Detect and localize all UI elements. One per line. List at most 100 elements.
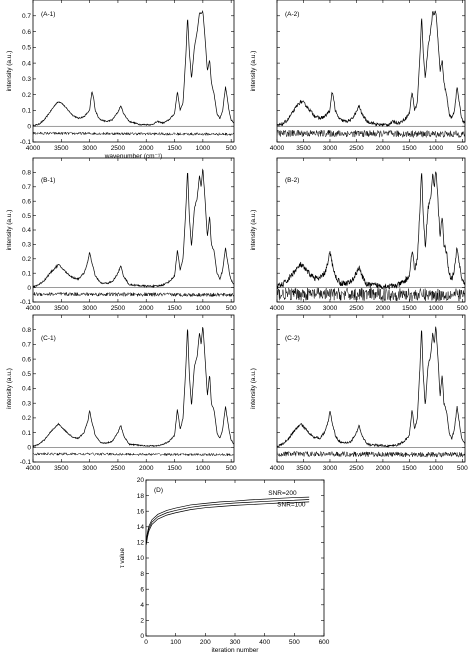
y-tick-label: 0.7 [22, 184, 31, 191]
spectrum-line [277, 326, 465, 449]
y-axis-label: intensity (a.u.) [250, 210, 257, 251]
y-tick-label: 0.7 [22, 342, 31, 349]
panel-label: (C-2) [285, 335, 300, 342]
panel-d: 0 100 200 300 400 500 600 0 2 4 6 8 10 12 14 16 18 20 (D) i… [119, 477, 330, 653]
x-tick-label: 1000 [429, 465, 444, 472]
x-tick-label: 4000 [270, 465, 285, 472]
x-tick-label: 4000 [26, 465, 41, 472]
y-tick-label: 16 [137, 508, 145, 515]
x-tick-label: 100 [170, 639, 181, 646]
y-tick-label: 0.6 [22, 356, 31, 363]
x-tick-label: 2500 [349, 145, 364, 152]
x-tick-label: 1000 [196, 145, 211, 152]
x-tick-label: 4000 [26, 305, 41, 312]
y-tick-label: 0.1 [22, 270, 31, 277]
y-tick-label: 0.6 [22, 198, 31, 205]
x-tick-label: 1500 [402, 305, 417, 312]
y-tick-label: 20 [137, 477, 145, 484]
y-tick-label: 4 [140, 602, 144, 609]
y-axis-label: intensity (a.u.) [6, 368, 13, 409]
y-tick-label: 0.6 [22, 29, 31, 36]
x-tick-label: 1500 [167, 465, 182, 472]
x-tick-label: 400 [259, 639, 270, 646]
y-tick-label: 0.1 [22, 108, 31, 115]
x-tick-label: 3500 [54, 145, 69, 152]
x-tick-label: 500 [226, 305, 237, 312]
y-axis-label: intensity (a.u.) [250, 51, 257, 92]
y-tick-label: 18 [137, 493, 145, 500]
x-tick-label: 2000 [376, 465, 391, 472]
y-axis-label: τ value [119, 548, 126, 568]
y-tick-label: 0.5 [22, 371, 31, 378]
residual-line [33, 291, 234, 298]
y-tick-label: 10 [137, 555, 145, 562]
spectrum-line [33, 168, 234, 289]
y-tick-label: -0.1 [20, 459, 32, 466]
x-tick-label: 2000 [376, 145, 391, 152]
x-tick-label: 200 [200, 639, 211, 646]
x-tick-label: 2000 [139, 145, 154, 152]
y-axis-label: intensity (a.u.) [6, 210, 13, 251]
spectrum-line [33, 327, 234, 448]
x-tick-label: 500 [457, 465, 468, 472]
panel-label: (B-1) [41, 177, 55, 184]
x-tick-label: 2000 [139, 465, 154, 472]
x-tick-label: 3000 [82, 145, 97, 152]
panel-a-2: 4000 3500 3000 2500 2000 1500 1000 500 (A-2) inte… [250, 0, 468, 152]
y-tick-label: -0.1 [20, 139, 32, 146]
y-tick-label: 2 [140, 618, 144, 625]
panel-label: (D) [154, 487, 163, 494]
curve-line [146, 496, 310, 541]
panel-b-2: 4000 3500 3000 2500 2000 1500 1000 500 (B-2) inte… [250, 157, 468, 312]
x-axis-label: iteration number [212, 647, 260, 653]
plot-frame [276, 0, 466, 143]
x-tick-label: 500 [289, 639, 300, 646]
y-tick-label: 6 [140, 586, 144, 593]
residual-line [277, 287, 465, 302]
y-tick-label: 12 [137, 540, 145, 547]
panel-a-1: 4000 3500 3000 2500 2000 1500 1000 500 -0.1 0 0.1 0… [6, 0, 237, 160]
panel-c-1: 4000 3500 3000 2500 2000 1500 1000 500 -0.1 0 0.1 0… [6, 314, 237, 472]
x-tick-label: 500 [226, 465, 237, 472]
y-tick-label: 0.2 [22, 92, 31, 99]
series-annotation: SNR=100 [277, 502, 306, 509]
residual-line [33, 131, 234, 137]
x-axis-label: wavenumber (cm⁻¹) [104, 153, 163, 160]
x-tick-label: 1000 [429, 145, 444, 152]
y-tick-label: 0.2 [22, 415, 31, 422]
x-tick-label: 3000 [323, 305, 338, 312]
y-tick-label: 0.4 [22, 227, 31, 234]
x-tick-label: 1000 [429, 305, 444, 312]
panel-c-2: 4000 3500 3000 2500 2000 1500 1000 500 (C-2) inte… [250, 314, 468, 472]
x-tick-label: 3500 [296, 145, 311, 152]
y-tick-label: 0.5 [22, 213, 31, 220]
x-tick-label: 1500 [402, 465, 417, 472]
x-tick-label: 0 [144, 639, 148, 646]
panel-label: (B-2) [285, 177, 299, 184]
x-tick-label: 3000 [323, 465, 338, 472]
spectrum-line [277, 171, 465, 290]
y-tick-label: 0.7 [22, 13, 31, 20]
residual-line [277, 450, 465, 459]
x-tick-label: 3000 [82, 305, 97, 312]
y-axis-label: intensity (a.u.) [250, 368, 257, 409]
x-tick-label: 3500 [296, 465, 311, 472]
y-tick-label: 0.1 [22, 430, 31, 437]
x-tick-label: 2500 [111, 465, 126, 472]
y-tick-label: 14 [137, 524, 145, 531]
x-tick-label: 4000 [270, 305, 285, 312]
figure-caption [0, 653, 474, 665]
spectrum-line [277, 10, 465, 128]
x-tick-label: 1500 [167, 305, 182, 312]
x-tick-label: 3000 [82, 465, 97, 472]
y-tick-label: 0.3 [22, 242, 31, 249]
x-tick-label: 600 [319, 639, 330, 646]
curve-line [146, 501, 310, 545]
x-tick-label: 500 [457, 145, 468, 152]
y-tick-label: 0.8 [22, 327, 31, 334]
x-tick-label: 1000 [196, 465, 211, 472]
x-tick-label: 1500 [167, 145, 182, 152]
x-tick-label: 2000 [376, 305, 391, 312]
y-tick-label: 0 [140, 633, 144, 640]
panel-b-1: 4000 3500 3000 2500 2000 1500 1000 500 -0.1 0 0.1 0… [6, 157, 237, 312]
